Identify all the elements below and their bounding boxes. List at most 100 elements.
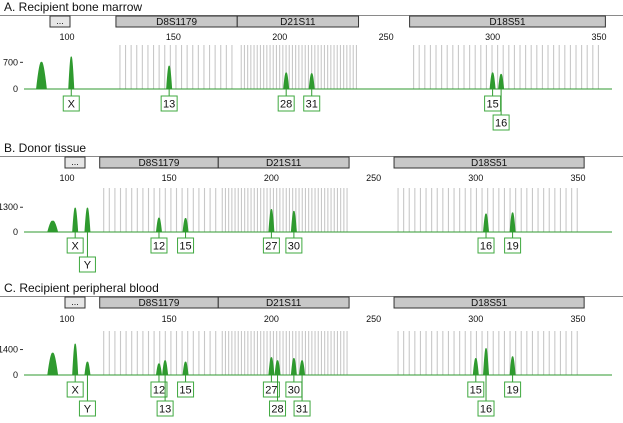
allele-label: 16	[480, 241, 492, 253]
peak	[166, 65, 173, 90]
peak	[308, 73, 315, 90]
x-tick-label: 200	[264, 173, 279, 183]
peak	[84, 207, 91, 233]
allele-label: 27	[265, 385, 277, 397]
ellipsis-label: ...	[56, 16, 64, 26]
peak	[472, 358, 479, 376]
locus-label: D18S51	[471, 158, 508, 169]
allele-label: X	[72, 385, 80, 397]
allele-label: 15	[470, 385, 482, 397]
locus-bar[interactable]	[236, 15, 360, 28]
peak	[36, 61, 47, 90]
peak	[72, 207, 79, 233]
allele-label-box[interactable]	[277, 95, 295, 112]
allele-label-box[interactable]	[477, 237, 495, 254]
locus-label: D18S51	[471, 298, 508, 309]
peak	[482, 213, 490, 233]
y-tick-label: 1300	[0, 202, 18, 212]
allele-label: 31	[296, 404, 308, 416]
x-tick-label: 300	[468, 314, 483, 324]
allele-label: 27	[265, 241, 277, 253]
allele-label-box[interactable]	[504, 237, 522, 254]
allele-label-box[interactable]	[150, 381, 168, 398]
allele-label-box[interactable]	[477, 400, 495, 417]
allele-label-box[interactable]	[66, 381, 84, 398]
y-tick-label: 1400	[0, 345, 18, 355]
peak	[509, 212, 516, 233]
allele-label-box[interactable]	[269, 400, 287, 417]
locus-label: D8S1179	[138, 158, 179, 169]
allele-label: 16	[495, 118, 507, 130]
y-tick-label: 0	[13, 84, 18, 94]
panel-title: C. Recipient peripheral blood	[4, 281, 159, 295]
panel-donor-tissue: B. Donor tissue ... D8S1179 D21S11 D18S51 10…	[0, 141, 623, 281]
panel-title: B. Donor tissue	[4, 141, 87, 155]
ellipsis-label: ...	[71, 157, 79, 167]
x-tick-label: 250	[366, 173, 381, 183]
allele-label-box[interactable]	[66, 237, 84, 254]
allele-label-box[interactable]	[504, 381, 522, 398]
allele-label-box[interactable]	[78, 400, 96, 417]
x-tick-label: 150	[166, 32, 181, 42]
allele-label-box[interactable]	[150, 237, 168, 254]
peak	[290, 210, 297, 233]
allele-label: 12	[153, 385, 165, 397]
locus-label: D8S1179	[138, 298, 179, 309]
peak	[72, 343, 79, 376]
ellipsis-button[interactable]: ...	[49, 15, 71, 28]
allele-label-box[interactable]	[177, 237, 195, 254]
allele-label-box[interactable]	[484, 95, 502, 112]
x-tick-label: 150	[162, 314, 177, 324]
allele-label-box[interactable]	[467, 381, 485, 398]
allele-label: 28	[280, 99, 292, 111]
locus-label: D21S11	[280, 17, 316, 28]
allele-label: 15	[486, 99, 498, 111]
peak	[182, 361, 189, 376]
ellipsis-button[interactable]: ...	[64, 156, 86, 169]
locus-bar[interactable]	[409, 15, 606, 28]
allele-label: 16	[480, 404, 492, 416]
allele-label-box[interactable]	[262, 237, 280, 254]
peak	[489, 72, 496, 90]
peak	[162, 360, 169, 376]
panel-recipient-bone-marrow: A. Recipient bone marrow ... D8S1179 D21S1…	[0, 0, 623, 141]
peak	[84, 361, 91, 376]
ellipsis-button[interactable]: ...	[64, 296, 86, 309]
peak	[155, 217, 163, 233]
allele-label-box[interactable]	[177, 381, 195, 398]
x-tick-label: 100	[59, 314, 74, 324]
peak	[290, 358, 297, 376]
allele-label-box[interactable]	[78, 256, 96, 273]
x-tick-label: 350	[570, 173, 585, 183]
allele-label-box[interactable]	[492, 114, 510, 131]
panel-title: A. Recipient bone marrow	[4, 0, 143, 14]
ellipsis-label: ...	[71, 297, 79, 307]
allele-label-box[interactable]	[293, 400, 311, 417]
allele-label-box[interactable]	[303, 95, 321, 112]
peak	[47, 220, 59, 233]
locus-label: D8S1179	[156, 17, 197, 28]
locus-label: D18S51	[489, 17, 526, 28]
x-tick-label: 150	[162, 173, 177, 183]
peak	[283, 72, 290, 90]
locus-bar[interactable]	[217, 156, 350, 169]
allele-label: 30	[288, 385, 300, 397]
peak	[482, 348, 490, 376]
allele-label: 15	[179, 241, 191, 253]
locus-bar[interactable]	[393, 296, 585, 309]
allele-label: 19	[506, 385, 518, 397]
allele-label-box[interactable]	[160, 95, 178, 112]
allele-label-box[interactable]	[62, 95, 80, 112]
allele-label-box[interactable]	[262, 381, 280, 398]
allele-label-box[interactable]	[285, 237, 303, 254]
allele-label: 15	[179, 385, 191, 397]
peak	[274, 360, 281, 376]
allele-label-box[interactable]	[156, 400, 174, 417]
allele-label: 12	[153, 241, 165, 253]
locus-bar[interactable]	[217, 296, 350, 309]
locus-bar[interactable]	[393, 156, 585, 169]
x-tick-label: 200	[272, 32, 287, 42]
peak	[182, 218, 189, 233]
